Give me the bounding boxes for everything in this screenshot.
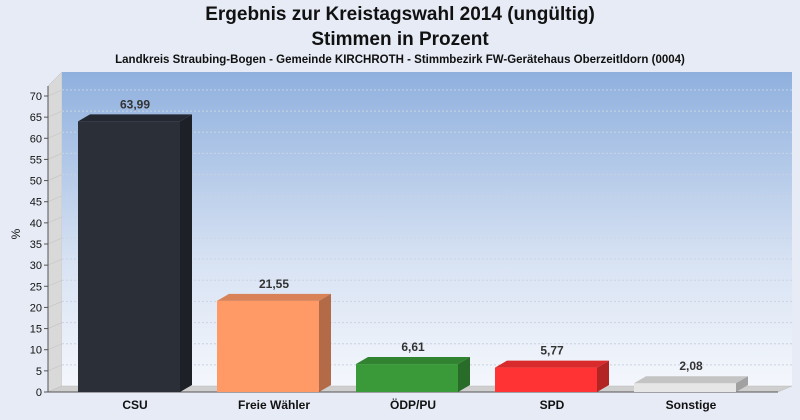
grid-line-side: [47, 132, 63, 139]
labels: 63,99 CSU 21,55 Freie Wähler 6,61 ÖDP/PU 5,77 S…: [120, 97, 717, 412]
bar-front: [634, 383, 736, 392]
y-tick-label: 35: [30, 239, 42, 251]
grid-line-side: [47, 89, 63, 97]
bar-front: [217, 300, 319, 392]
data-label: 6,61: [401, 340, 425, 354]
y-tick-label: 50: [30, 176, 42, 188]
bar-side: [319, 293, 331, 392]
bar-side: [597, 360, 609, 392]
bar-3: [495, 360, 609, 392]
bar-front: [78, 121, 180, 393]
bar-top: [217, 293, 331, 301]
category-label: SPD: [540, 398, 565, 412]
y-tick-label: 5: [36, 366, 42, 378]
y-tick-label: 60: [30, 133, 42, 145]
y-tick-label: 10: [30, 345, 42, 357]
data-label: 2,08: [679, 359, 703, 373]
bar-side: [180, 114, 192, 393]
grid-line-side: [47, 322, 63, 329]
bar-1: [217, 293, 331, 392]
y-tick-label: 45: [30, 197, 42, 209]
grid-line-side: [47, 110, 63, 118]
bars: [78, 114, 748, 393]
bar-0: [78, 114, 192, 393]
y-tick-label: 20: [30, 302, 42, 314]
side-wall: [47, 71, 63, 393]
category-label: Sonstige: [666, 398, 717, 412]
bar-side: [736, 376, 748, 392]
chart-title: Ergebnis zur Kreistagswahl 2014 (ungülti…: [205, 4, 595, 25]
bar-top: [78, 114, 192, 122]
category-label: ÖDP/PU: [390, 397, 436, 412]
y-tick-label: 65: [30, 112, 42, 124]
bar-top: [356, 357, 470, 365]
grid-line-side: [47, 237, 63, 245]
y-tick-label: 30: [30, 260, 42, 272]
bar-2: [356, 357, 470, 392]
grid-line-side: [47, 174, 63, 181]
grid-line-side: [47, 364, 63, 372]
data-label: 63,99: [120, 97, 150, 111]
grid-line-side: [47, 301, 63, 308]
y-tick-label: 15: [30, 324, 42, 336]
grid-line-side: [47, 195, 63, 202]
y-tick-label: 40: [30, 218, 42, 230]
data-label: 21,55: [259, 277, 289, 291]
grid-line-side: [47, 343, 63, 350]
chart-caption: Landkreis Straubing-Bogen - Gemeinde KIR…: [115, 54, 685, 66]
category-label: Freie Wähler: [238, 398, 310, 412]
category-label: CSU: [122, 398, 147, 412]
grid-line-side: [47, 258, 63, 266]
grid-line-side: [47, 280, 63, 287]
grid-line-side: [47, 153, 63, 160]
chart-subtitle: Stimmen in Prozent: [311, 29, 489, 50]
grid-line-side: [47, 216, 63, 224]
y-tick-label: 0: [36, 387, 42, 399]
y-axis-title: %: [9, 228, 23, 239]
bar-front: [356, 364, 458, 392]
y-tick-label: 70: [30, 91, 42, 103]
y-tick-label: 55: [30, 154, 42, 166]
bar-top: [495, 360, 609, 368]
data-label: 5,77: [540, 344, 564, 358]
y-tick-label: 25: [30, 281, 42, 293]
bar-top: [634, 376, 748, 384]
bar-front: [495, 367, 597, 392]
bar-side: [458, 357, 470, 392]
bar-4: [634, 376, 748, 392]
